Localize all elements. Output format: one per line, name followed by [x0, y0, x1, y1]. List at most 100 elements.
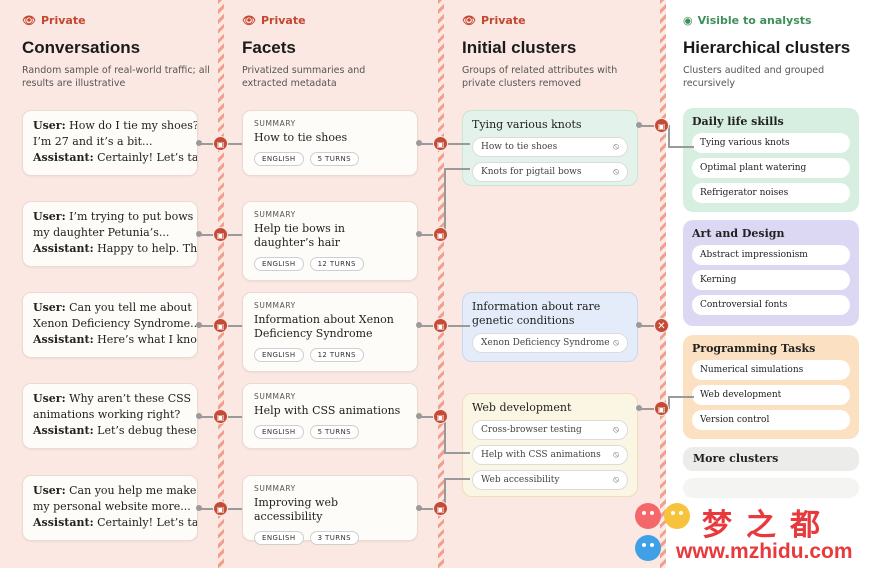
cluster-item: Web development: [692, 385, 850, 405]
connector: [418, 416, 444, 418]
cluster-item: Knots for pigtail bows ⦸: [472, 162, 628, 182]
connector: [444, 478, 446, 509]
initial-clusters-title: Initial clusters: [462, 38, 577, 57]
watermark-logo: [635, 503, 690, 561]
x-icon: ✕: [654, 318, 669, 333]
hierarchical-cluster-card[interactable]: Art and Design Abstract impressionism Ke…: [683, 220, 859, 326]
turns-badge: 3 TURNS: [309, 531, 359, 545]
conversations-subtitle: Random sample of real-world traffic; all…: [22, 65, 210, 89]
connector: [444, 168, 470, 170]
initial-cluster-card: Information about rare genetic condition…: [462, 292, 638, 362]
more-clusters-button[interactable]: More clusters: [683, 447, 859, 471]
cluster-item: Numerical simulations: [692, 360, 850, 380]
connector: [668, 396, 670, 409]
turns-badge: 12 TURNS: [309, 257, 364, 271]
cluster-item: Web accessibility ⦸: [472, 470, 628, 490]
eye-slash-icon: ⦸: [613, 475, 619, 485]
eye-slash-icon: ⦸: [613, 142, 619, 152]
connector-dot: [416, 322, 422, 328]
conversation-card: User: I’m trying to put bows in my daugh…: [22, 201, 198, 267]
connector-dot: [416, 231, 422, 237]
eye-slash-icon: ⦸: [613, 338, 619, 348]
connector-dot: [196, 231, 202, 237]
cluster-item: Abstract impressionism: [692, 245, 850, 265]
hierarchical-cluster-card[interactable]: Programming Tasks Numerical simulations …: [683, 335, 859, 439]
facet-card: SUMMARY Improving web accessibility ENGL…: [242, 475, 418, 545]
hierarchical-cluster-card[interactable]: Daily life skills Tying various knots Op…: [683, 108, 859, 212]
connector-dot: [416, 140, 422, 146]
connector-dot: [196, 140, 202, 146]
connector-dot: [636, 405, 642, 411]
turns-badge: 5 TURNS: [309, 425, 359, 439]
watermark: 梦之都 www.mzhidu.com: [632, 496, 869, 568]
connector: [444, 168, 446, 235]
connector: [638, 125, 668, 127]
connector: [418, 508, 444, 510]
lock-icon: ▣: [433, 227, 448, 242]
connector-dot: [416, 413, 422, 419]
lock-icon: ▣: [433, 501, 448, 516]
language-badge: ENGLISH: [254, 425, 304, 439]
conversation-card: User: Why aren’t these CSS animations wo…: [22, 383, 198, 449]
cluster-item: Tying various knots: [692, 133, 850, 153]
eye-icon: ◉: [683, 14, 693, 27]
language-badge: ENGLISH: [254, 152, 304, 166]
facet-card: SUMMARY Information about Xenon Deficien…: [242, 292, 418, 372]
connector-dot: [636, 122, 642, 128]
cluster-item: Kerning: [692, 270, 850, 290]
facet-card: SUMMARY Help tie bows in daughter’s hair…: [242, 201, 418, 281]
private-tag: 👁︎ Private: [462, 14, 526, 27]
initial-cluster-card: Web development Cross-browser testing ⦸ H…: [462, 393, 638, 497]
conversation-card: User: Can you help me make my personal w…: [22, 475, 198, 541]
facets-title: Facets: [242, 38, 296, 57]
conversation-card: User: Can you tell me about Xenon Defici…: [22, 292, 198, 358]
private-tag: 👁︎ Private: [242, 14, 306, 27]
lock-icon: ▣: [654, 118, 669, 133]
cluster-item: How to tie shoes ⦸: [472, 137, 628, 157]
cluster-item: Version control: [692, 410, 850, 430]
column-divider: [218, 0, 224, 568]
cluster-item: Xenon Deficiency Syndrome ⦸: [472, 333, 628, 353]
hierarchical-clusters-title: Hierarchical clusters: [683, 38, 851, 57]
cluster-item: Cross-browser testing ⦸: [472, 420, 628, 440]
cluster-item: Refrigerator noises: [692, 183, 850, 203]
lock-icon: ▣: [433, 318, 448, 333]
cluster-item: Controversial fonts: [692, 295, 850, 315]
column-divider: [438, 0, 444, 568]
visible-tag: ◉ Visible to analysts: [683, 14, 812, 27]
language-badge: ENGLISH: [254, 257, 304, 271]
eye-slash-icon: ⦸: [613, 167, 619, 177]
connector: [418, 234, 444, 236]
connector: [668, 146, 694, 148]
hierarchical-clusters-subtitle: Clusters audited and grouped recursively: [683, 65, 825, 89]
initial-cluster-card: Tying various knots How to tie shoes ⦸ Kn…: [462, 110, 638, 186]
conversations-title: Conversations: [22, 38, 141, 57]
connector: [668, 125, 670, 147]
conversation-card: User: How do I tie my shoes? I’m 27 and …: [22, 110, 198, 176]
connector-dot: [196, 413, 202, 419]
connector-dot: [636, 322, 642, 328]
facet-card: SUMMARY Help with CSS animations ENGLISH…: [242, 383, 418, 449]
lock-icon: ▣: [213, 409, 228, 424]
connector: [638, 408, 668, 410]
watermark-brand: 梦之都: [702, 508, 834, 543]
connector: [668, 396, 694, 398]
lock-icon: ▣: [213, 318, 228, 333]
initial-clusters-subtitle: Groups of related attributes with privat…: [462, 65, 618, 89]
lock-icon: ▣: [433, 136, 448, 151]
language-badge: ENGLISH: [254, 531, 304, 545]
lock-icon: ▣: [433, 409, 448, 424]
facets-subtitle: Privatized summaries and extracted metad…: [242, 65, 366, 89]
connector-dot: [196, 322, 202, 328]
eye-slash-icon: ⦸: [613, 425, 619, 435]
facet-card: SUMMARY How to tie shoes ENGLISH 5 TURNS: [242, 110, 418, 176]
connector: [444, 452, 470, 454]
eye-slash-icon: 👁︎: [462, 14, 476, 27]
turns-badge: 12 TURNS: [309, 348, 364, 362]
lock-icon: ▣: [213, 501, 228, 516]
connector: [444, 478, 470, 480]
cluster-item: Help with CSS animations ⦸: [472, 445, 628, 465]
eye-slash-icon: 👁︎: [242, 14, 256, 27]
eye-slash-icon: 👁︎: [22, 14, 36, 27]
cluster-item: Optimal plant watering: [692, 158, 850, 178]
